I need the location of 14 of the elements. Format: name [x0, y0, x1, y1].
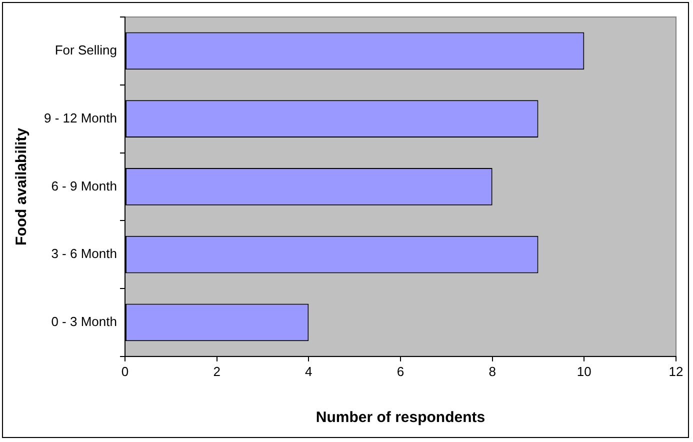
x-tick-label: 6: [396, 364, 404, 379]
y-tick-label: 6 - 9 Month: [51, 178, 117, 194]
y-tick-label: 0 - 3 Month: [51, 314, 117, 330]
x-tick-label: 12: [668, 364, 684, 379]
y-axis-title: Food availability: [13, 127, 30, 246]
x-axis-title: Number of respondents: [316, 409, 486, 426]
x-tick-label: 0: [121, 364, 129, 379]
y-tick-label: 3 - 6 Month: [51, 246, 117, 262]
x-tick-label: 10: [576, 364, 592, 379]
x-tick-label: 2: [213, 364, 220, 379]
x-tick-label: 8: [488, 364, 496, 379]
y-tick-label: 9 - 12 Month: [44, 110, 117, 126]
x-tick-label: 4: [305, 364, 312, 379]
y-tick-label: For Selling: [54, 42, 117, 58]
